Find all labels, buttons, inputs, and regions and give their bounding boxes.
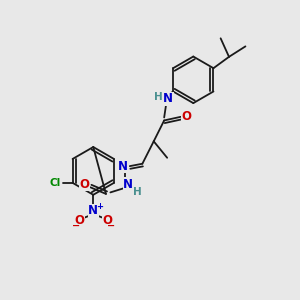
Text: O: O: [102, 214, 112, 227]
Text: N: N: [88, 204, 98, 218]
Text: N: N: [123, 178, 133, 190]
Text: N: N: [163, 92, 173, 105]
Text: H: H: [133, 187, 142, 196]
Text: −: −: [107, 221, 115, 231]
Text: H: H: [154, 92, 163, 102]
Text: −: −: [72, 221, 80, 231]
Text: O: O: [80, 178, 89, 191]
Text: Cl: Cl: [49, 178, 60, 188]
Text: O: O: [182, 110, 192, 123]
Text: O: O: [74, 214, 85, 227]
Text: +: +: [96, 202, 103, 211]
Text: N: N: [118, 160, 128, 172]
